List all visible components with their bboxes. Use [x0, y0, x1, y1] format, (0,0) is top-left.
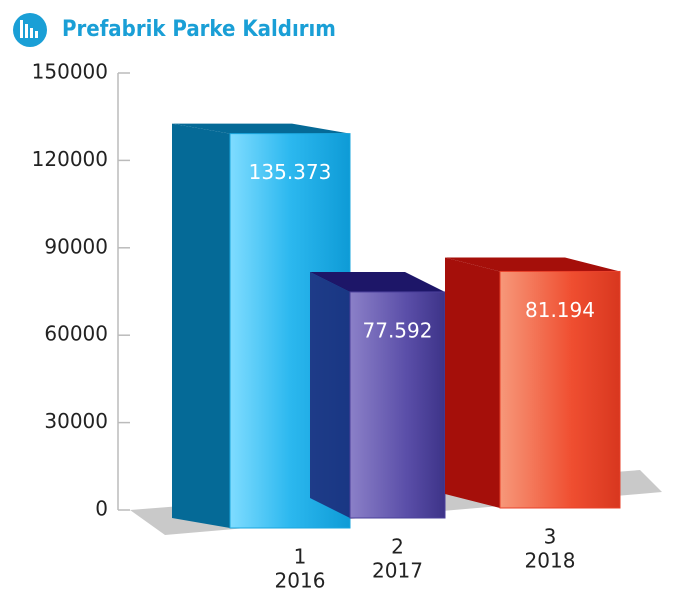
- value-label: 135.373: [249, 160, 332, 184]
- x-tick-label: 1: [294, 545, 307, 569]
- value-label: 81.194: [525, 298, 595, 322]
- bar-side: [310, 271, 350, 518]
- bar-top: [445, 257, 620, 272]
- y-tick-label: 0: [95, 497, 108, 521]
- bar-side: [445, 257, 500, 508]
- x-tick-label: 2016: [275, 569, 326, 593]
- x-tick-label: 2017: [372, 559, 423, 583]
- y-tick-label: 60000: [44, 322, 108, 346]
- x-tick-label: 2018: [525, 549, 576, 573]
- value-label: 77.592: [363, 318, 433, 342]
- bar-top: [172, 123, 350, 134]
- x-tick-label: 3: [544, 525, 557, 549]
- y-tick-label: 90000: [44, 234, 108, 258]
- bar-side: [172, 123, 230, 528]
- bar: [499, 270, 621, 509]
- chart-title: Prefabrik Parke Kaldırım: [62, 17, 336, 42]
- y-tick-label: 30000: [44, 409, 108, 433]
- x-tick-label: 2: [391, 535, 404, 559]
- logo: [13, 13, 47, 47]
- y-tick-label: 150000: [32, 60, 108, 84]
- y-tick-label: 120000: [32, 147, 108, 171]
- bar: [349, 291, 446, 519]
- bar-top: [310, 271, 445, 292]
